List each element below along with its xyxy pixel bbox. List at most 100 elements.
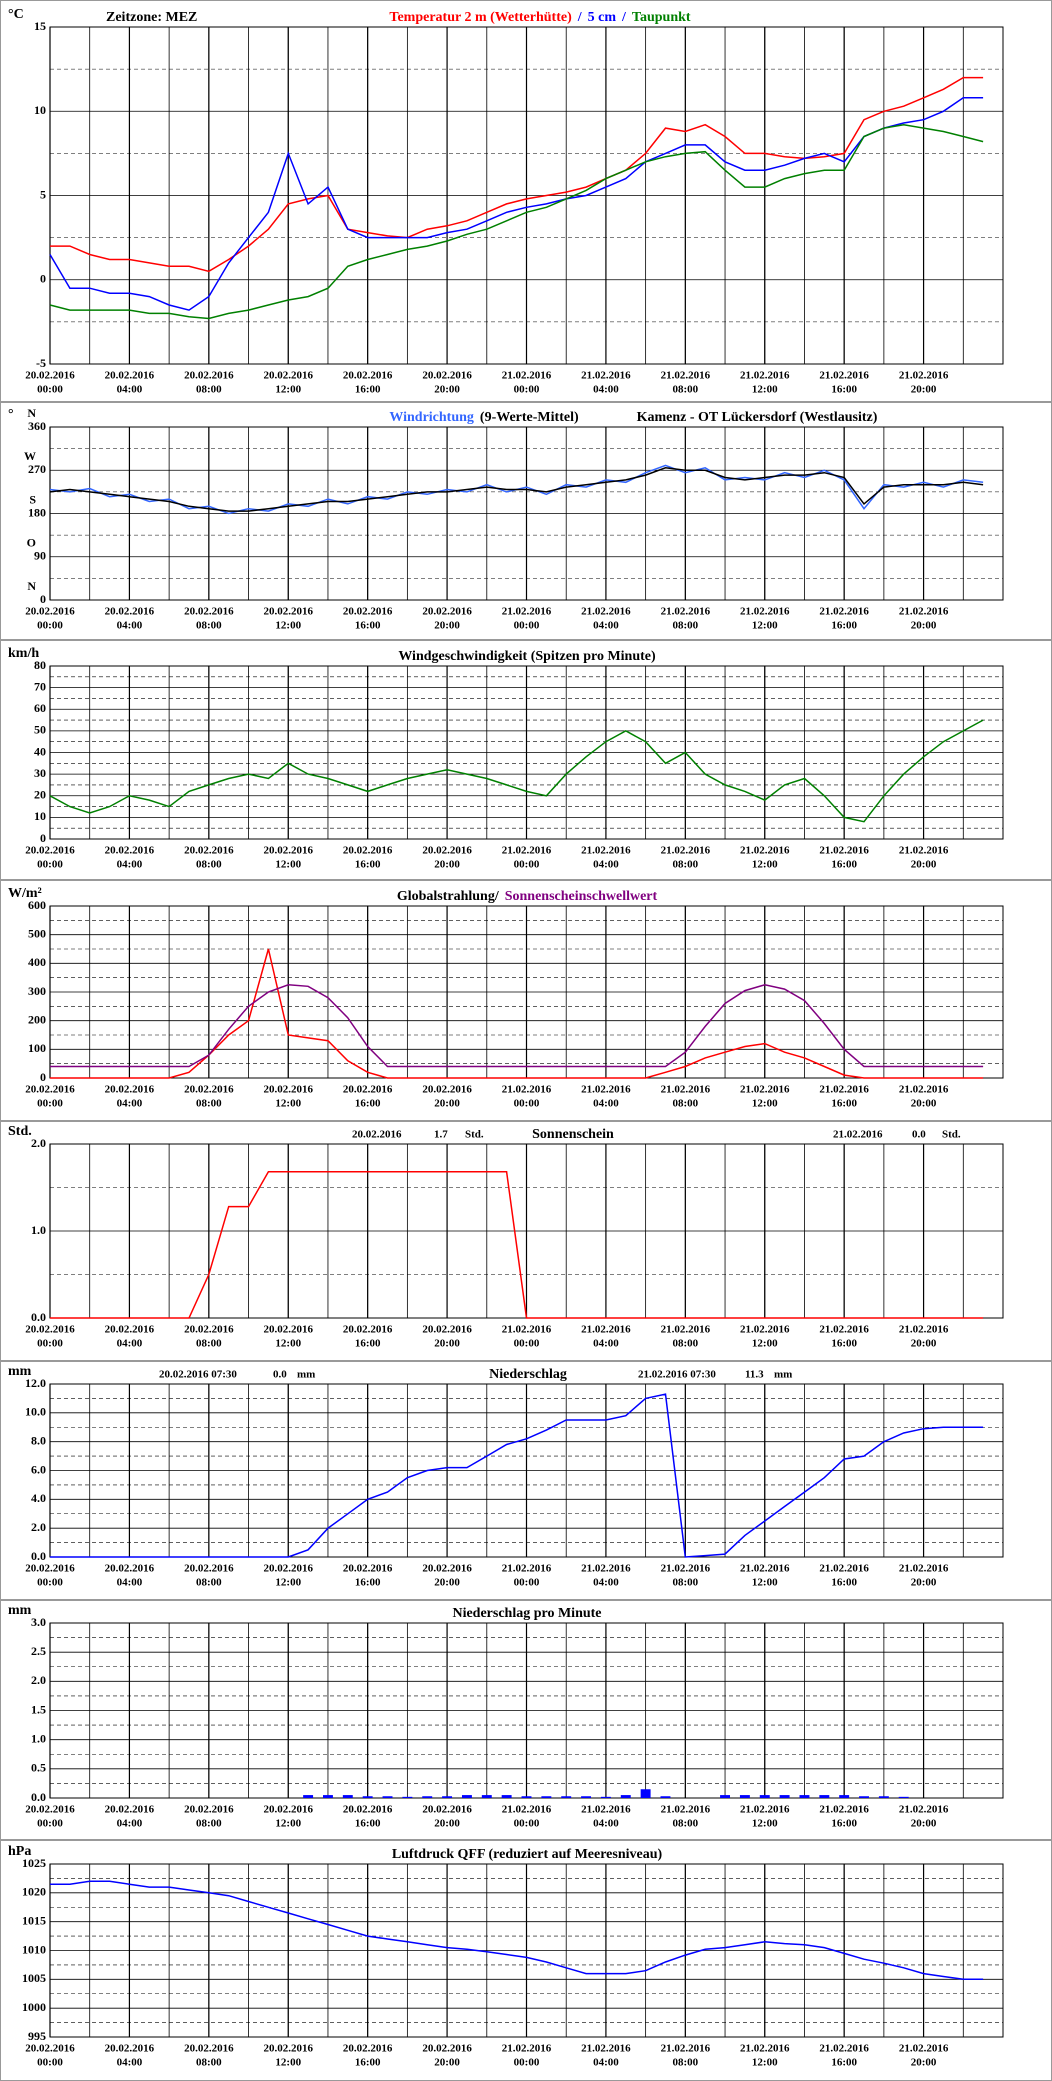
- y-unit: hPa: [8, 1844, 31, 1859]
- x-tick-date: 20.02.2016: [25, 845, 75, 857]
- x-tick-date: 21.02.2016: [661, 1563, 711, 1575]
- legend-entry: Windrichtung: [389, 410, 474, 425]
- x-tick-time: 00:00: [514, 1098, 540, 1110]
- x-tick-time: 08:00: [672, 1818, 698, 1830]
- bar: [839, 1795, 850, 1798]
- x-tick-time: 12:00: [275, 620, 301, 632]
- series-line: [50, 76, 984, 273]
- chart-header: Temperatur 2 m (Wetterhütte) / 5 cm / Taupun…: [389, 10, 690, 25]
- x-tick-time: 08:00: [672, 1098, 698, 1110]
- y-tick-label: 10: [34, 103, 46, 117]
- y-tick-label: 2.0: [31, 1136, 46, 1150]
- chart-header: Windrichtung (9-Werte-Mittel): [389, 410, 579, 425]
- x-tick-time: 20:00: [434, 384, 460, 396]
- x-tick-date: 21.02.2016: [581, 2043, 631, 2055]
- y-tick-label: 20: [34, 788, 46, 802]
- bar: [402, 1796, 413, 1798]
- x-tick-date: 20.02.2016: [184, 1804, 234, 1816]
- y-tick-label: 4.0: [31, 1491, 46, 1505]
- x-tick-time: 08:00: [196, 859, 222, 871]
- legend-entry: Temperatur 2 m (Wetterhütte): [389, 10, 572, 25]
- x-tick-time: 04:00: [117, 384, 143, 396]
- legend-entry: (9-Werte-Mittel): [480, 410, 579, 425]
- x-tick-date: 21.02.2016: [899, 2043, 949, 2055]
- x-tick-date: 20.02.2016: [343, 1084, 393, 1096]
- x-tick-date: 21.02.2016: [899, 1804, 949, 1816]
- x-tick-time: 20:00: [434, 1098, 460, 1110]
- y-tick-label: 0: [40, 831, 46, 845]
- x-tick-time: 08:00: [196, 620, 222, 632]
- series-line: [49, 123, 984, 320]
- x-tick-time: 04:00: [117, 1577, 143, 1589]
- legend-separator: /: [621, 10, 627, 25]
- x-tick-date: 21.02.2016: [819, 1563, 869, 1575]
- timezone: Zeitzone: MEZ: [106, 10, 197, 25]
- x-tick-time: 00:00: [514, 1338, 540, 1350]
- x-tick-time: 00:00: [514, 859, 540, 871]
- x-tick-date: 21.02.2016: [581, 370, 631, 382]
- y-tick-label: 6.0: [31, 1462, 46, 1476]
- chart-title: Sonnenschein: [532, 1127, 614, 1142]
- total-value: 0.0: [273, 1369, 287, 1381]
- bar: [759, 1795, 770, 1798]
- y-tick-label: 15: [34, 19, 46, 33]
- x-tick-date: 20.02.2016: [184, 370, 234, 382]
- x-tick-time: 16:00: [355, 1098, 381, 1110]
- x-tick-date: 20.02.2016: [105, 2043, 155, 2055]
- x-tick-date: 21.02.2016: [502, 370, 552, 382]
- series-line: [50, 948, 984, 1079]
- total-date: 20.02.2016: [352, 1129, 402, 1141]
- x-tick-date: 21.02.2016: [819, 1804, 869, 1816]
- chart-title: Luftdruck QFF (reduziert auf Meeresnivea…: [392, 1847, 663, 1862]
- x-tick-date: 20.02.2016: [422, 370, 472, 382]
- x-tick-time: 16:00: [355, 384, 381, 396]
- x-tick-date: 20.02.2016: [343, 845, 393, 857]
- x-tick-date: 20.02.2016: [264, 606, 314, 618]
- y-tick-label: 200: [28, 1012, 46, 1026]
- bar: [799, 1795, 810, 1798]
- y-unit: mm: [8, 1364, 32, 1379]
- x-tick-date: 21.02.2016: [740, 1084, 790, 1096]
- x-tick-time: 20:00: [911, 1098, 937, 1110]
- x-tick-date: 20.02.2016: [25, 606, 75, 618]
- x-tick-date: 20.02.2016: [25, 1563, 75, 1575]
- bar: [600, 1796, 611, 1798]
- bar: [461, 1795, 472, 1798]
- chart-header: Sonnenschein: [532, 1127, 614, 1142]
- x-tick-date: 21.02.2016: [502, 1084, 552, 1096]
- bar: [422, 1796, 433, 1798]
- x-tick-date: 20.02.2016: [422, 1804, 472, 1816]
- total-date: 21.02.2016: [833, 1129, 883, 1141]
- x-tick-date: 21.02.2016: [502, 1804, 552, 1816]
- chart-header: Windgeschwindigkeit (Spitzen pro Minute): [398, 649, 656, 664]
- bar: [640, 1789, 651, 1798]
- x-tick-time: 00:00: [514, 1818, 540, 1830]
- chart-header: Niederschlag pro Minute: [452, 1606, 601, 1621]
- y-tick-label: 1015: [22, 1913, 46, 1927]
- x-tick-time: 20:00: [911, 859, 937, 871]
- x-tick-time: 04:00: [117, 859, 143, 871]
- x-tick-date: 21.02.2016: [661, 1084, 711, 1096]
- x-tick-time: 12:00: [752, 2057, 778, 2069]
- bar: [481, 1795, 492, 1798]
- total-unit: mm: [297, 1369, 315, 1381]
- x-tick-time: 16:00: [831, 1818, 857, 1830]
- bar: [819, 1795, 830, 1798]
- y-tick-label: 1020: [22, 1885, 46, 1899]
- y-tick-label: 3.0: [31, 1615, 46, 1629]
- y-tick-label: 270: [28, 462, 46, 476]
- y-unit: km/h: [8, 646, 39, 661]
- x-tick-date: 20.02.2016: [264, 1084, 314, 1096]
- x-tick-date: 20.02.2016: [422, 1563, 472, 1575]
- x-tick-date: 21.02.2016: [581, 1084, 631, 1096]
- x-tick-date: 20.02.2016: [343, 1563, 393, 1575]
- x-tick-date: 20.02.2016: [105, 1084, 155, 1096]
- y-tick-label: 0.0: [31, 1310, 46, 1324]
- x-tick-date: 21.02.2016: [581, 845, 631, 857]
- x-tick-date: 21.02.2016: [502, 1324, 552, 1336]
- x-tick-date: 21.02.2016: [661, 606, 711, 618]
- x-tick-date: 21.02.2016: [899, 370, 949, 382]
- y-tick-label: 10.0: [25, 1405, 46, 1419]
- x-tick-date: 21.02.2016: [661, 1324, 711, 1336]
